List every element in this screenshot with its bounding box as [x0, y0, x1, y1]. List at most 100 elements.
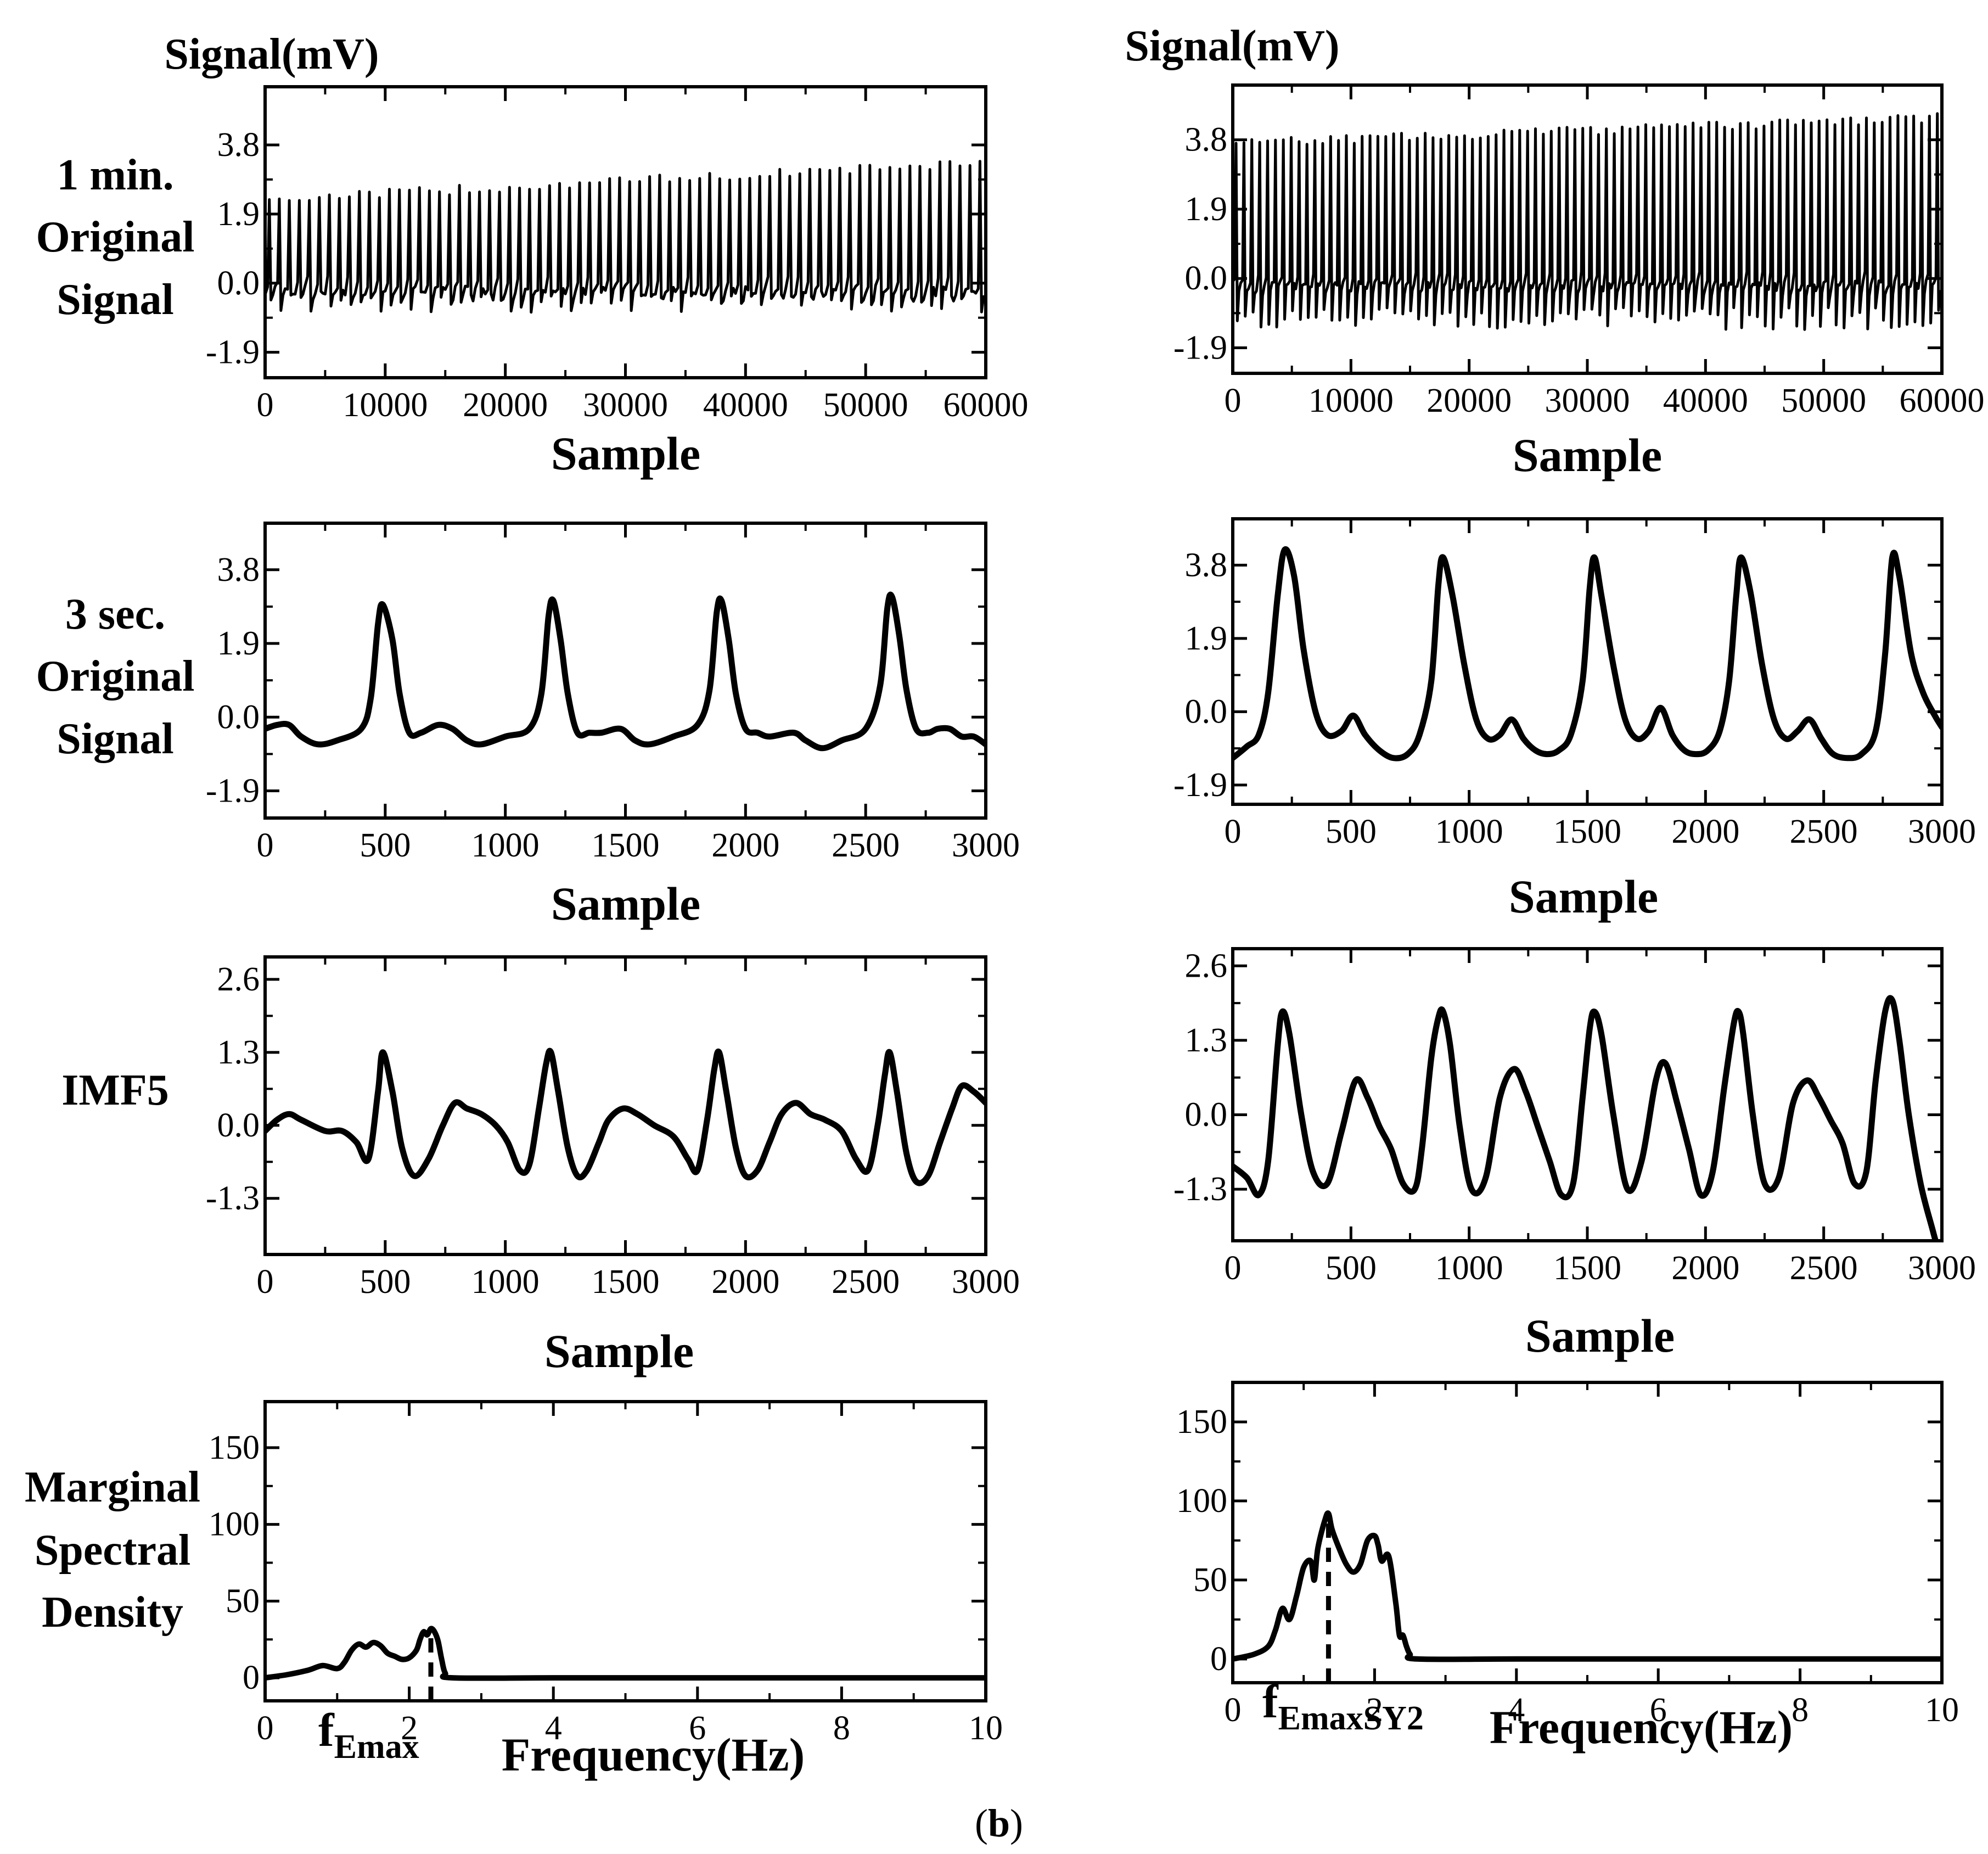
chart-left-row4: Marginal Spectral Density 0 2 4 6 8 10 150 100 5… [25, 1400, 1003, 1781]
y-tick-label: 3.8 [217, 551, 260, 589]
y-tick-label: 1.9 [1185, 620, 1228, 657]
row-label-left-row2-line3: Signal [57, 715, 173, 763]
x-tick-label: 6 [1650, 1691, 1667, 1729]
series-line [1233, 546, 1942, 761]
x-tick-label: 1000 [1435, 1250, 1503, 1287]
figure-caption-label: b [988, 1801, 1010, 1845]
y-tick-label: 150 [209, 1429, 260, 1466]
y-tick-label: -1.9 [1173, 329, 1227, 366]
x-tick-label: 1500 [592, 1263, 660, 1301]
x-tick-label: 20000 [463, 387, 548, 424]
series-line [265, 591, 986, 752]
row-label-left-row4-line2: Spectral [35, 1526, 190, 1575]
series-line [1233, 995, 1939, 1241]
figure-caption: (b) [975, 1801, 1023, 1845]
x-tick-label: 50000 [1781, 382, 1866, 419]
x-tick-label: 1500 [1553, 1250, 1621, 1287]
x-tick-label: 8 [1792, 1691, 1809, 1729]
x-tick-label: 0 [1225, 382, 1242, 419]
y-tick-label: -1.9 [206, 772, 260, 810]
x-tick-label: 10000 [342, 387, 428, 424]
y-tick-label: 3.8 [1185, 121, 1228, 159]
chart-left-row2: 3 sec. Original Signal 0 500 1000 1500 2000 2… [36, 522, 1020, 930]
signal-trace [1233, 112, 1942, 331]
marker-label-sub-right: EmaxSY2 [1278, 1700, 1424, 1737]
y-tick-label: 1.3 [1185, 1022, 1228, 1059]
x-tick-label: 40000 [1663, 382, 1748, 419]
series-line [265, 1626, 986, 1681]
x-tick-label: 2 [401, 1710, 418, 1747]
y-axis-label-right-row1: Signal(mV) [1125, 22, 1339, 70]
y-tick-label: 3.8 [217, 126, 260, 164]
y-tick-label: 0.0 [217, 265, 260, 302]
y-tick-label: 1.3 [217, 1034, 260, 1071]
y-axis-label-left-row1: Signal(mV) [164, 30, 379, 79]
y-tick-label: 2.6 [217, 961, 260, 998]
y-tick-label: 0.0 [1185, 1096, 1228, 1134]
series-line [265, 1048, 986, 1186]
y-tick-label: 0.0 [1185, 693, 1228, 730]
x-tick-label: 0 [1225, 1691, 1242, 1729]
chart-left-row1: Signal(mV) 1 min. Original Signal 0 10000… [36, 30, 1029, 480]
x-tick-label: 4 [545, 1710, 562, 1747]
x-tick-label: 6 [689, 1710, 706, 1747]
x-tick-label: 0 [257, 827, 274, 864]
x-tick-label: 2500 [1790, 813, 1858, 850]
x-tick-label: 30000 [583, 387, 668, 424]
x-tick-label: 1000 [471, 1263, 540, 1301]
x-tick-label: 10 [969, 1710, 1003, 1747]
x-tick-label: 20000 [1427, 382, 1512, 419]
x-tick-label: 2000 [1671, 1250, 1739, 1287]
x-tick-label: 3000 [952, 827, 1020, 864]
x-tick-label: 10000 [1309, 382, 1394, 419]
x-tick-label: 1500 [592, 827, 660, 864]
x-tick-label: 60000 [944, 387, 1029, 424]
x-tick-label: 60000 [1900, 382, 1985, 419]
y-tick-label: 50 [1193, 1561, 1227, 1599]
x-tick-label: 3000 [952, 1263, 1020, 1301]
x-tick-label: 0 [257, 1710, 274, 1747]
x-tick-label: 2 [1366, 1691, 1383, 1729]
x-tick-label: 1500 [1553, 813, 1621, 850]
y-tick-label: 0 [1210, 1640, 1227, 1678]
x-tick-label: 2000 [711, 827, 779, 864]
y-tick-label: 0.0 [217, 698, 260, 736]
x-tick-label: 2500 [832, 827, 900, 864]
y-tick-label: 100 [1176, 1482, 1227, 1520]
x-tick-label: 2500 [832, 1263, 900, 1301]
y-tick-label: 1.9 [217, 195, 260, 233]
y-tick-label: 0 [243, 1659, 260, 1696]
x-tick-label: 50000 [823, 387, 908, 424]
x-axis-label-left-row3: Sample [544, 1325, 694, 1377]
x-tick-label: 30000 [1545, 382, 1630, 419]
y-tick-label: 3.8 [1185, 546, 1228, 584]
y-tick-label: -1.9 [206, 334, 260, 371]
x-tick-label: 40000 [703, 387, 788, 424]
row-label-left-row1-line1: 1 min. [57, 151, 173, 199]
x-tick-label: 1000 [1435, 813, 1503, 850]
x-axis-label-left-row1: Sample [551, 427, 700, 480]
marker-label-right-row4: fEmaxSY2 [1262, 1675, 1424, 1737]
y-tick-label: 1.9 [1185, 191, 1228, 228]
x-axis-label-right-row3: Sample [1525, 1309, 1675, 1362]
x-tick-label: 8 [833, 1710, 850, 1747]
x-axis-label-right-row4: Frequency(Hz) [1490, 1701, 1793, 1754]
row-label-left-row3: IMF5 [61, 1066, 169, 1114]
x-tick-label: 3000 [1908, 1250, 1976, 1287]
x-tick-label: 3000 [1908, 813, 1976, 850]
x-tick-label: 2000 [1671, 813, 1739, 850]
y-tick-label: 50 [226, 1582, 260, 1620]
y-tick-label: -1.3 [206, 1180, 260, 1217]
x-tick-label: 2000 [711, 1263, 779, 1301]
chart-right-row1: Signal(mV) 0 10000 20000 30000 40000 50000 600… [1125, 22, 1984, 481]
y-tick-label: 150 [1176, 1403, 1227, 1441]
chart-right-row4: 0 2 4 6 8 10 150 100 50 0 Frequency(Hz) fEmaxSY2 [1176, 1381, 1959, 1754]
row-label-left-row1-line3: Signal [57, 276, 173, 324]
y-tick-label: -1.3 [1173, 1170, 1227, 1208]
row-label-left-row2-line1: 3 sec. [65, 590, 165, 638]
y-tick-label: 0.0 [1185, 260, 1228, 297]
x-tick-label: 4 [1508, 1691, 1525, 1729]
y-tick-label: 2.6 [1185, 947, 1228, 984]
x-axis-label-left-row4: Frequency(Hz) [502, 1728, 805, 1781]
y-tick-label: 1.9 [217, 625, 260, 662]
